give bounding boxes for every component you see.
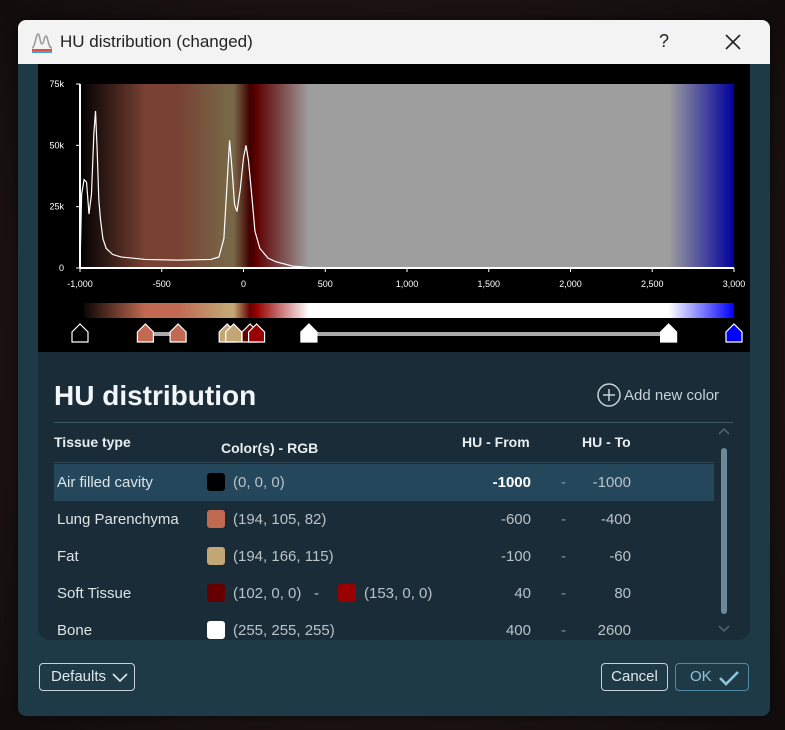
header: Color(s) - RGB <box>221 440 319 456</box>
slider-handle <box>169 323 187 343</box>
rgb-value: (0, 0, 0) <box>233 474 285 491</box>
slider-handle <box>660 323 678 343</box>
x-tick-label: 1,000 <box>396 279 419 289</box>
header: HU - From <box>462 434 530 450</box>
slider-handle <box>725 323 743 343</box>
hu-from: 40 <box>514 585 531 602</box>
y-tick-label: 50k <box>49 140 64 150</box>
close-button[interactable] <box>724 33 742 51</box>
add-color-button[interactable]: Add new color <box>624 387 720 404</box>
histogram-chart: 0 25k 50k 75k -1,000 -500 0 500 1,000 1,500 2,000 2… <box>38 64 750 352</box>
slider-handle <box>300 323 318 343</box>
x-tick-label: 0 <box>241 279 246 289</box>
slider-handle <box>247 323 266 343</box>
scrollbar[interactable] <box>716 426 732 640</box>
panel-title: HU distribution <box>54 380 257 411</box>
help-button[interactable]: ? <box>659 31 670 51</box>
check-icon <box>719 671 739 686</box>
x-tick-label: 1,500 <box>477 279 500 289</box>
color-swatch <box>207 510 225 528</box>
divider <box>54 422 733 423</box>
header: Tissue type <box>54 434 131 450</box>
table-row[interactable]: Air filled cavity (0, 0, 0) -1000 - -1000 <box>54 464 714 501</box>
header: HU - To <box>582 434 631 450</box>
color-map-background <box>80 84 734 268</box>
button-label: Defaults <box>51 668 107 685</box>
hu-to: -400 <box>600 511 631 528</box>
window-title: HU distribution (changed) <box>60 32 253 51</box>
hu-to: -60 <box>609 548 631 565</box>
tissue-name: Fat <box>57 548 79 565</box>
ok-button[interactable]: OK <box>675 663 749 691</box>
x-tick-label: 3,000 <box>723 279 746 289</box>
y-tick-label: 75k <box>49 79 64 89</box>
histogram-line <box>79 110 734 269</box>
range-separator: - <box>561 585 566 602</box>
color-separator: - <box>314 585 319 602</box>
tissue-name: Lung Parenchyma <box>57 511 179 528</box>
rgb-value: (194, 166, 115) <box>233 548 334 565</box>
defaults-button[interactable]: Defaults <box>39 663 135 691</box>
y-tick-label: 0 <box>59 263 64 273</box>
x-tick-label: 2,500 <box>641 279 664 289</box>
button-label: OK <box>690 668 712 685</box>
tissue-name: Bone <box>57 622 93 639</box>
table-row[interactable]: Fat (194, 166, 115) -100 - -60 <box>54 538 714 575</box>
hu-to: -1000 <box>592 474 631 491</box>
range-separator: - <box>561 511 566 528</box>
rgb-value: (194, 105, 82) <box>233 511 327 528</box>
app-icon <box>31 33 53 53</box>
x-tick-label: 2,000 <box>559 279 582 289</box>
dialog: HU distribution (changed) ? 0 25k 50k 75k -1… <box>18 20 770 716</box>
hu-from: 400 <box>505 622 531 639</box>
color-swatch <box>207 584 225 602</box>
range-separator: - <box>561 622 566 639</box>
x-tick-label: -1,000 <box>67 279 93 289</box>
hu-from: -600 <box>500 511 531 528</box>
rgb-value: (102, 0, 0) <box>233 585 302 602</box>
tissue-panel: HU distribution Add new color Tissue typ… <box>38 352 750 640</box>
rgb-value: (255, 255, 255) <box>233 622 335 639</box>
y-tick-label: 25k <box>49 202 64 212</box>
hu-from: -100 <box>500 548 531 565</box>
slider-handle <box>136 323 154 343</box>
header-line <box>54 462 714 463</box>
range-separator: - <box>561 474 566 491</box>
table-row[interactable]: Bone (255, 255, 255) 400 - 2600 <box>54 612 714 640</box>
hu-to: 2600 <box>597 622 631 639</box>
color-swatch <box>207 473 225 491</box>
range-separator: - <box>561 548 566 565</box>
hu-from: -1000 <box>492 474 531 491</box>
tissue-name: Soft Tissue <box>57 585 132 602</box>
color-bar <box>84 303 734 318</box>
tissue-name: Air filled cavity <box>57 474 153 491</box>
x-tick-label: -500 <box>153 279 171 289</box>
color-swatch <box>207 621 225 639</box>
slider-handle <box>225 323 243 343</box>
add-icon[interactable] <box>596 382 622 408</box>
rgb-value: (153, 0, 0) <box>364 585 433 602</box>
table-row[interactable]: Lung Parenchyma (194, 105, 82) -600 - -400 <box>54 501 714 538</box>
x-tick-label: 500 <box>318 279 333 289</box>
table-row[interactable]: Soft Tissue (102, 0, 0) (153, 0, 0) - 40 - 80 <box>54 575 714 612</box>
color-swatch <box>207 547 225 565</box>
slider-handle <box>71 323 89 343</box>
button-label: Cancel <box>611 668 658 685</box>
dropdown-icon <box>112 673 128 683</box>
title-bar: HU distribution (changed) ? <box>18 20 770 64</box>
color-swatch <box>338 584 356 602</box>
hu-to: 80 <box>614 585 631 602</box>
cancel-button[interactable]: Cancel <box>601 663 668 691</box>
